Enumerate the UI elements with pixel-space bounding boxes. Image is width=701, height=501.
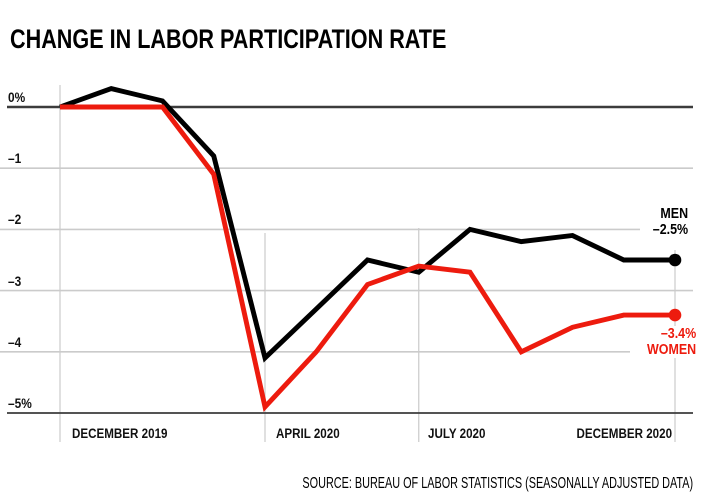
women-line xyxy=(60,104,675,412)
y-tick-label-3: –3 xyxy=(8,274,22,289)
y-tick-label-4: –4 xyxy=(8,335,22,350)
x-tick-label-dec-2020: DECEMBER 2020 xyxy=(576,426,672,441)
y-tick-label-2: –2 xyxy=(8,212,22,227)
y-tick-label-1: –1 xyxy=(8,151,22,166)
y-tick-label-5: –5% xyxy=(8,396,32,411)
women-end-dot xyxy=(668,308,682,322)
men-end-dot xyxy=(668,253,682,267)
women-series-value: –3.4% xyxy=(660,326,696,342)
source-credit: SOURCE: BUREAU OF LABOR STATISTICS (SEAS… xyxy=(302,475,693,492)
men-series-name: MEN xyxy=(660,206,688,222)
x-tick-label-apr-2020: APRIL 2020 xyxy=(276,426,340,441)
x-tick-label-jul-2020: JULY 2020 xyxy=(428,426,486,441)
x-tick-label-dec-2019: DECEMBER 2019 xyxy=(72,426,168,441)
chart-title: CHANGE IN LABOR PARTICIPATION RATE xyxy=(10,24,447,54)
men-line xyxy=(59,86,675,363)
women-series-label: –3.4% WOMEN xyxy=(644,326,696,358)
men-series-value: –2.5% xyxy=(652,222,688,238)
men-series-label: MEN –2.5% xyxy=(650,206,688,238)
women-series-name: WOMEN xyxy=(646,342,696,358)
y-tick-label-0: 0% xyxy=(8,90,26,105)
